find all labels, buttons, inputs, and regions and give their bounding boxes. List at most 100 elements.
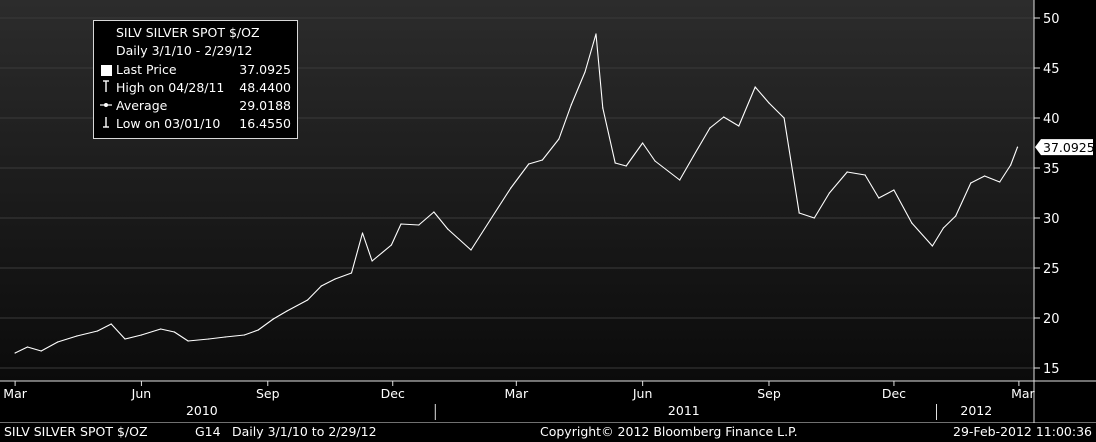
data-point [286, 310, 288, 312]
chart-legend: SILV SILVER SPOT $/OZ Daily 3/1/10 - 2/2… [93, 20, 298, 139]
legend-label: Last Price [116, 62, 177, 77]
legend-label: Average [116, 98, 168, 113]
average-marker-icon [100, 97, 112, 117]
data-point [602, 107, 604, 109]
data-point [584, 71, 586, 73]
y-tick-label: 20 [1043, 312, 1060, 327]
data-point [679, 179, 681, 181]
data-point [1010, 164, 1012, 166]
data-point [26, 346, 29, 348]
legend-value: 16.4550 [239, 116, 291, 131]
data-point [999, 181, 1001, 183]
data-point [955, 215, 957, 217]
data-point [692, 155, 695, 157]
data-point [390, 244, 392, 246]
data-point [160, 328, 162, 330]
legend-value: 37.0925 [239, 62, 291, 77]
data-point [1016, 146, 1019, 148]
data-point [642, 142, 644, 144]
plot-area: 15 20 25 30 35 40 45 50 Mar Jun Sep Dec Mar Jun Sep Dec… [0, 0, 1096, 423]
data-point [709, 127, 711, 129]
y-tick-label: 25 [1043, 262, 1060, 277]
data-point [798, 212, 800, 214]
data-point [942, 227, 945, 229]
last-price-tag [1035, 139, 1093, 156]
x-year-label: 2010 [186, 403, 218, 418]
data-point [418, 224, 420, 226]
y-tick-label: 30 [1043, 212, 1060, 227]
data-point [654, 160, 656, 162]
legend-row-last-price: Last Price 37.0925 [94, 61, 297, 79]
x-year-label: 2011 [668, 403, 700, 418]
data-point [272, 318, 274, 320]
data-point [57, 341, 59, 343]
data-point [931, 245, 934, 247]
data-point [984, 175, 986, 177]
data-point [224, 336, 226, 338]
data-point [14, 352, 16, 354]
x-year-label: 2012 [960, 403, 992, 418]
y-tick-label: 35 [1043, 162, 1060, 177]
x-tick-label: Sep [256, 386, 280, 401]
data-point [433, 211, 435, 213]
footer-range: Daily 3/1/10 to 2/29/12 [232, 424, 377, 439]
data-point [783, 117, 785, 119]
y-tick-label: 40 [1043, 112, 1060, 127]
x-tick-label: Mar [505, 386, 529, 401]
y-tick-label: 15 [1043, 362, 1060, 377]
data-point [208, 338, 210, 340]
data-point [614, 162, 616, 164]
data-point [350, 272, 353, 274]
data-point [173, 331, 175, 333]
high-marker-icon [100, 79, 112, 99]
data-point [76, 335, 78, 337]
legend-row-high: High on 04/28/11 48.4400 [94, 79, 297, 97]
x-tick-label: Jun [131, 386, 152, 401]
data-point [361, 232, 364, 234]
data-point [813, 217, 815, 219]
data-point [40, 350, 42, 352]
data-point [257, 329, 259, 331]
footer-security: SILV SILVER SPOT $/OZ [4, 424, 148, 439]
legend-row-average: Average 29.0188 [94, 97, 297, 115]
legend-value: 48.4400 [239, 80, 291, 95]
data-point [570, 104, 572, 106]
footer-timestamp: 29-Feb-2012 11:00:36 [953, 424, 1092, 439]
data-point [489, 219, 491, 221]
y-tick-label: 45 [1043, 62, 1060, 77]
legend-range: Daily 3/1/10 - 2/29/12 [116, 43, 253, 58]
legend-label: Low on 03/01/10 [116, 116, 221, 131]
data-point [911, 222, 913, 224]
data-point [768, 102, 770, 104]
legend-label: High on 04/28/11 [116, 80, 225, 95]
data-point [187, 340, 189, 342]
data-point [970, 182, 972, 184]
footer-page: G14 [195, 424, 221, 439]
x-tick-label: Dec [381, 386, 405, 401]
data-point [893, 189, 895, 191]
last-price-tag-label: 37.0925 [1043, 140, 1095, 155]
data-point [738, 125, 740, 127]
x-tick-label: Mar [3, 386, 27, 401]
data-point [96, 330, 99, 332]
data-point [878, 197, 880, 199]
filled-square-icon [100, 64, 112, 82]
data-point [307, 299, 309, 301]
data-point [400, 223, 402, 225]
data-point [595, 33, 597, 35]
data-point [723, 116, 725, 118]
data-point [334, 278, 336, 280]
data-point [558, 138, 560, 140]
legend-row-low: Low on 03/01/10 16.4550 [94, 115, 297, 133]
data-point [371, 260, 373, 262]
data-point [243, 334, 245, 336]
data-point [110, 323, 112, 325]
data-point [754, 86, 756, 88]
data-point [140, 334, 142, 336]
data-point [320, 285, 322, 287]
legend-ticker: SILV SILVER SPOT $/OZ [116, 25, 260, 40]
data-point [510, 187, 512, 189]
data-point [541, 159, 544, 161]
y-tick-label: 50 [1043, 12, 1060, 27]
